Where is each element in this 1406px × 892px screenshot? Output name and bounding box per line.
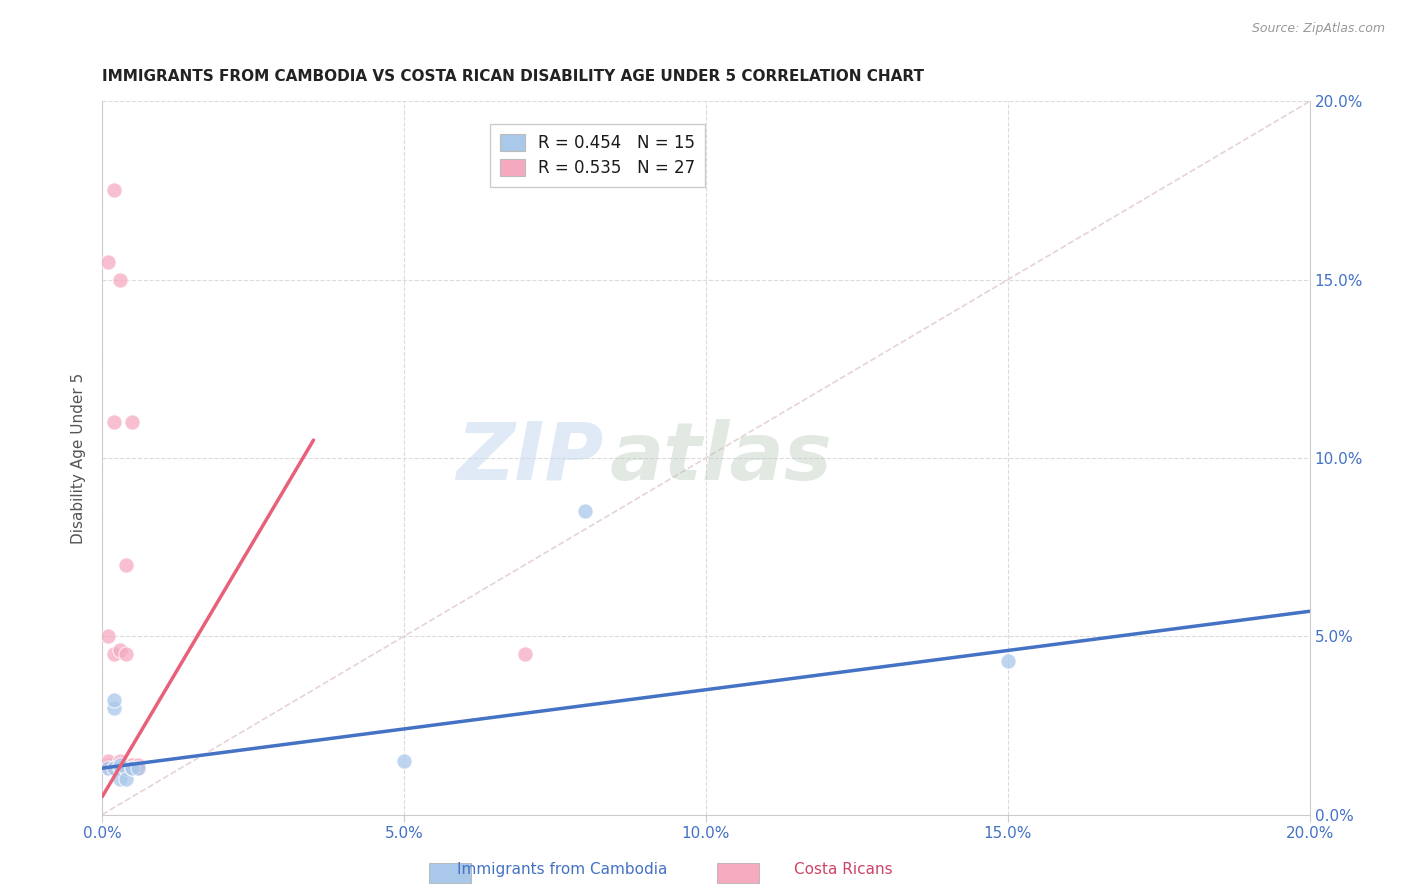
Point bbox=[97, 761, 120, 775]
Point bbox=[103, 647, 125, 661]
Point bbox=[110, 754, 132, 768]
Point bbox=[110, 757, 132, 772]
Point bbox=[513, 647, 536, 661]
Point bbox=[103, 761, 125, 775]
Point bbox=[103, 700, 125, 714]
Text: atlas: atlas bbox=[609, 419, 832, 497]
Point bbox=[997, 654, 1019, 668]
Point bbox=[103, 761, 125, 775]
Point bbox=[110, 273, 132, 287]
Point bbox=[103, 184, 125, 198]
Point bbox=[97, 761, 120, 775]
Point bbox=[115, 761, 138, 775]
Y-axis label: Disability Age Under 5: Disability Age Under 5 bbox=[72, 372, 86, 543]
Point bbox=[110, 761, 132, 775]
Point bbox=[127, 757, 149, 772]
Point bbox=[97, 629, 120, 643]
Point bbox=[110, 761, 132, 775]
Legend: R = 0.454   N = 15, R = 0.535   N = 27: R = 0.454 N = 15, R = 0.535 N = 27 bbox=[489, 124, 704, 187]
Point bbox=[121, 761, 143, 775]
Point bbox=[110, 643, 132, 657]
Text: Source: ZipAtlas.com: Source: ZipAtlas.com bbox=[1251, 22, 1385, 36]
Point bbox=[127, 761, 149, 775]
Point bbox=[121, 761, 143, 775]
Point bbox=[103, 761, 125, 775]
Point bbox=[127, 761, 149, 775]
Point bbox=[121, 761, 143, 775]
Point bbox=[97, 255, 120, 269]
Point bbox=[115, 761, 138, 775]
Point bbox=[121, 761, 143, 775]
Text: Costa Ricans: Costa Ricans bbox=[794, 863, 893, 877]
Point bbox=[392, 754, 415, 768]
Point bbox=[115, 558, 138, 572]
Point bbox=[97, 754, 120, 768]
Point bbox=[121, 761, 143, 775]
Point bbox=[127, 761, 149, 775]
Point bbox=[110, 772, 132, 786]
Point bbox=[103, 415, 125, 429]
Point bbox=[121, 415, 143, 429]
Point bbox=[115, 647, 138, 661]
Point bbox=[121, 757, 143, 772]
Point bbox=[115, 772, 138, 786]
Point bbox=[103, 693, 125, 707]
Point bbox=[97, 757, 120, 772]
Point bbox=[574, 504, 596, 518]
Text: Immigrants from Cambodia: Immigrants from Cambodia bbox=[457, 863, 668, 877]
Text: ZIP: ZIP bbox=[456, 419, 603, 497]
Text: IMMIGRANTS FROM CAMBODIA VS COSTA RICAN DISABILITY AGE UNDER 5 CORRELATION CHART: IMMIGRANTS FROM CAMBODIA VS COSTA RICAN … bbox=[103, 69, 924, 84]
Point bbox=[121, 757, 143, 772]
